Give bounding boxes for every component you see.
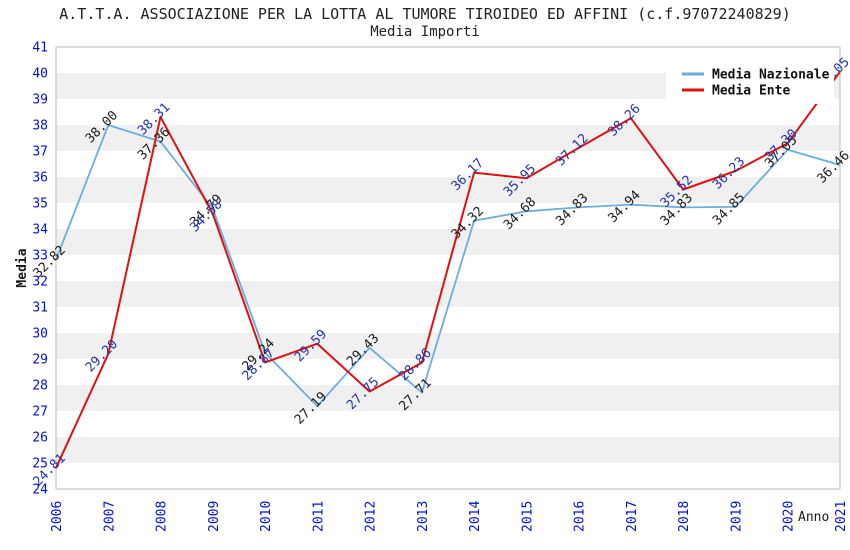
grid-band: [56, 411, 840, 437]
x-tick-label: 2013: [416, 501, 431, 532]
y-tick-label: 29: [32, 353, 48, 368]
legend-box: [666, 58, 834, 104]
y-tick-label: 35: [32, 197, 48, 212]
x-tick-label: 2011: [311, 501, 326, 532]
y-tick-label: 39: [32, 93, 48, 108]
grid-band: [56, 333, 840, 359]
x-tick-label: 2006: [50, 501, 65, 532]
y-tick-label: 25: [32, 457, 48, 472]
grid-band: [56, 359, 840, 385]
legend-label-media-nazionale: Media Nazionale: [712, 68, 830, 83]
grid-band: [56, 437, 840, 463]
x-tick-label: 2017: [625, 501, 640, 532]
y-tick-label: 32: [32, 275, 48, 290]
y-tick-label: 28: [32, 379, 48, 394]
grid-band: [56, 281, 840, 307]
line-media-ente: [55, 71, 841, 469]
x-tick-label: 2016: [573, 501, 588, 532]
x-tick-label: 2014: [468, 501, 483, 532]
y-tick-label: 24: [32, 483, 48, 498]
y-tick-label: 30: [32, 327, 48, 342]
chart-title: A.T.T.A. ASSOCIAZIONE PER LA LOTTA AL TU…: [59, 5, 791, 23]
x-tick-label: 2018: [677, 501, 692, 532]
grid-band: [56, 385, 840, 411]
x-tick-label: 2009: [207, 501, 222, 532]
grid-band: [56, 463, 840, 489]
y-tick-label: 31: [32, 301, 48, 316]
x-tick-label: 2008: [155, 501, 170, 532]
grid-band: [56, 125, 840, 151]
y-tick-label: 33: [32, 249, 48, 264]
x-tick-label: 2015: [520, 501, 535, 532]
grid-band: [56, 307, 840, 333]
x-tick-label: 2012: [364, 501, 379, 532]
legend-label-media-ente: Media Ente: [712, 84, 790, 99]
y-tick-label: 37: [32, 145, 48, 160]
grid-band: [56, 229, 840, 255]
x-tick-label: 2020: [782, 501, 797, 532]
y-tick-label: 36: [32, 171, 48, 186]
plot-border: [55, 46, 841, 490]
line-media-nazionale: [55, 124, 841, 408]
x-tick-label: 2010: [259, 501, 274, 532]
x-tick-label: 2007: [102, 501, 117, 532]
x-tick-label: 2021: [834, 501, 849, 532]
y-tick-label: 34: [32, 223, 48, 238]
chart-subtitle: Media Importi: [370, 24, 480, 40]
y-tick-label: 26: [32, 431, 48, 446]
y-tick-label: 41: [32, 41, 48, 56]
y-axis-title: Media: [15, 248, 30, 287]
grid-band: [56, 177, 840, 203]
y-tick-label: 27: [32, 405, 48, 420]
x-axis-title: Anno: [798, 510, 829, 525]
x-tick-label: 2019: [729, 501, 744, 532]
y-tick-label: 40: [32, 67, 48, 82]
y-tick-label: 38: [32, 119, 48, 134]
